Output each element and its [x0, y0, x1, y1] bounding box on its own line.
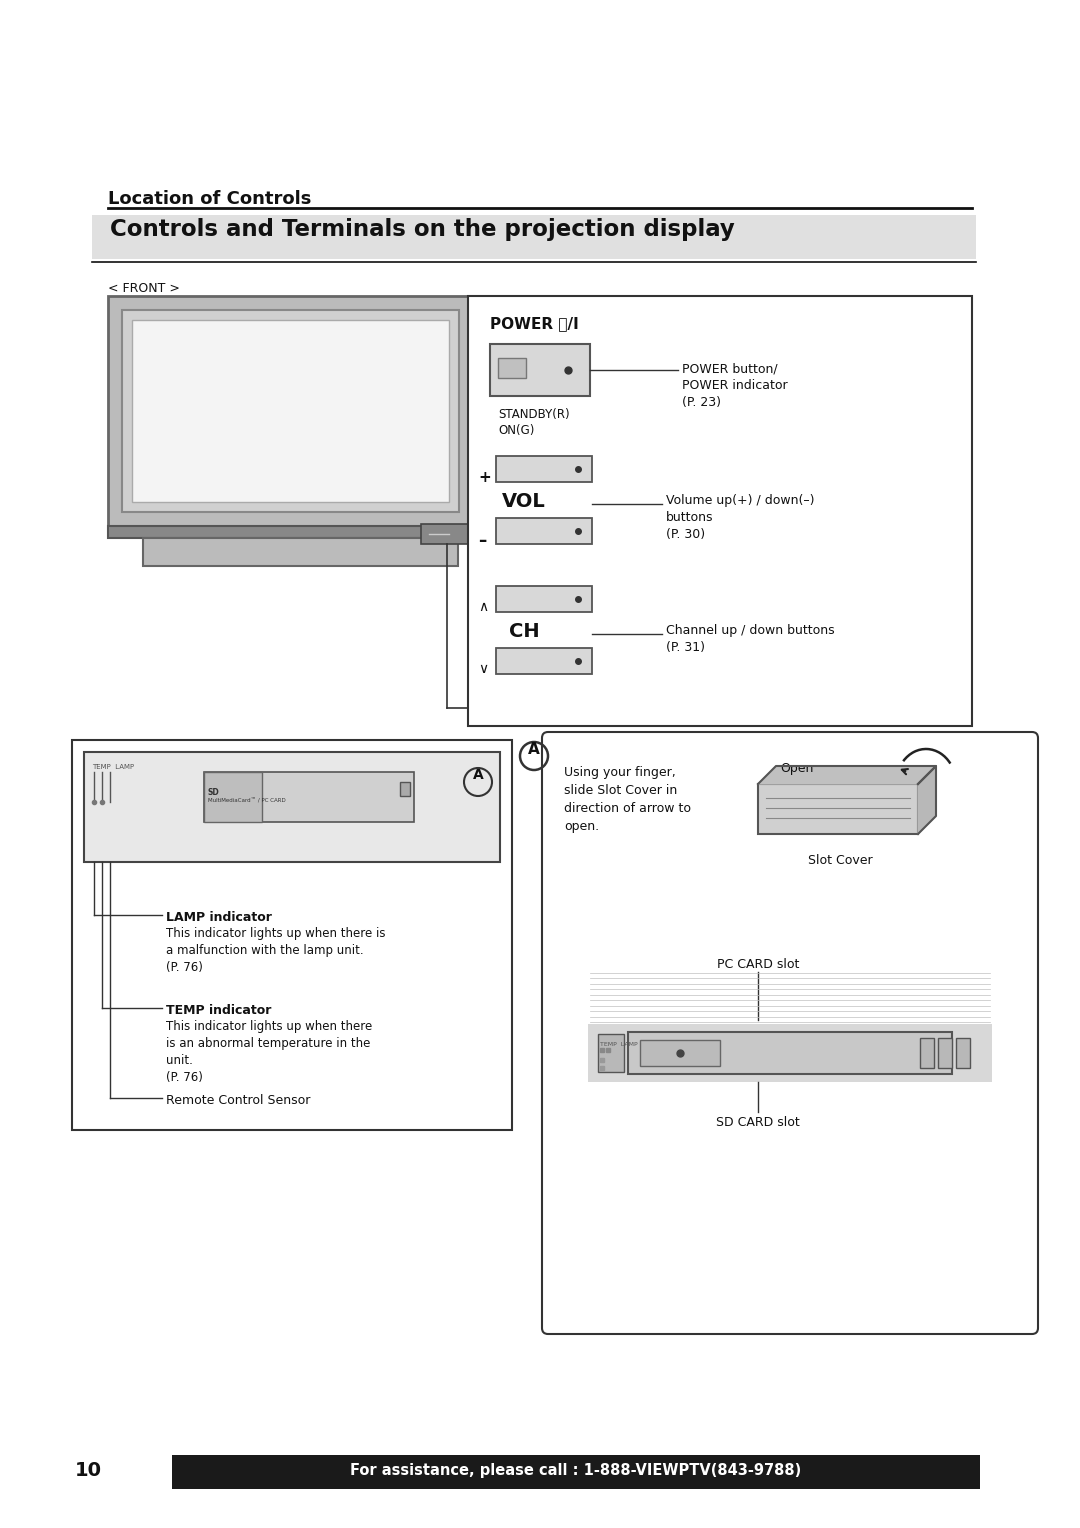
Bar	[108, 526, 473, 538]
Text: 10: 10	[75, 1461, 102, 1479]
FancyBboxPatch shape	[542, 732, 1038, 1334]
Bar	[143, 538, 458, 565]
Text: TEMP indicator: TEMP indicator	[166, 1004, 271, 1018]
Bar	[468, 296, 972, 726]
Text: SD CARD slot: SD CARD slot	[716, 1115, 800, 1129]
Bar	[421, 524, 473, 544]
Bar	[84, 752, 500, 862]
Text: VOL: VOL	[502, 492, 545, 510]
Bar	[956, 1038, 970, 1068]
Text: LAMP indicator: LAMP indicator	[166, 911, 272, 924]
Text: MultiMediaCard™ / PC CARD: MultiMediaCard™ / PC CARD	[208, 798, 286, 804]
Text: +: +	[478, 471, 490, 484]
Bar	[496, 455, 592, 481]
Bar	[92, 215, 976, 260]
Bar	[627, 1031, 951, 1074]
Bar	[498, 358, 526, 377]
Bar	[758, 784, 918, 834]
Text: CH: CH	[509, 622, 539, 642]
Bar	[496, 587, 592, 613]
Text: This indicator lights up when there
is an abnormal temperature in the
unit.
(P. : This indicator lights up when there is a…	[166, 1021, 373, 1083]
Text: Slot Cover: Slot Cover	[808, 854, 873, 866]
Bar	[640, 1041, 720, 1067]
Text: This indicator lights up when there is
a malfunction with the lamp unit.
(P. 76): This indicator lights up when there is a…	[166, 927, 386, 973]
Text: Location of Controls: Location of Controls	[108, 189, 311, 208]
Bar	[108, 296, 473, 526]
Bar	[172, 1455, 980, 1488]
Bar	[400, 782, 410, 796]
Text: STANDBY(R)
ON(G): STANDBY(R) ON(G)	[498, 408, 569, 437]
Bar	[598, 1034, 624, 1073]
Text: SD: SD	[208, 788, 219, 798]
Text: A: A	[528, 741, 540, 756]
Bar	[72, 740, 512, 1131]
Text: < FRONT >: < FRONT >	[108, 283, 180, 295]
Text: TEMP  LAMP: TEMP LAMP	[92, 764, 134, 770]
Text: POWER button/
POWER indicator
(P. 23): POWER button/ POWER indicator (P. 23)	[681, 362, 787, 410]
Text: –: –	[478, 532, 486, 550]
Text: TEMP  LAMP: TEMP LAMP	[600, 1042, 637, 1047]
Bar	[939, 1038, 951, 1068]
Bar	[204, 772, 262, 822]
Text: Remote Control Sensor: Remote Control Sensor	[166, 1094, 310, 1106]
Text: Channel up / down buttons
(P. 31): Channel up / down buttons (P. 31)	[666, 623, 835, 654]
Text: ∧: ∧	[478, 601, 488, 614]
Text: For assistance, please call : 1-888-VIEWPTV(843-9788): For assistance, please call : 1-888-VIEW…	[350, 1462, 801, 1478]
Polygon shape	[918, 766, 936, 834]
Text: A: A	[473, 769, 484, 782]
Text: ∨: ∨	[478, 662, 488, 675]
Text: Volume up(+) / down(–)
buttons
(P. 30): Volume up(+) / down(–) buttons (P. 30)	[666, 494, 814, 541]
Text: Controls and Terminals on the projection display: Controls and Terminals on the projection…	[110, 219, 734, 241]
Text: Open: Open	[780, 762, 813, 775]
Bar	[496, 648, 592, 674]
Bar	[132, 319, 449, 503]
Text: POWER ⏻/I: POWER ⏻/I	[490, 316, 579, 332]
Text: Using your finger,
slide Slot Cover in
direction of arrow to
open.: Using your finger, slide Slot Cover in d…	[564, 766, 691, 833]
Bar	[588, 1024, 993, 1082]
Bar	[920, 1038, 934, 1068]
Bar	[496, 518, 592, 544]
Bar	[490, 344, 590, 396]
Bar	[204, 772, 414, 822]
Polygon shape	[758, 766, 936, 784]
Text: PC CARD slot: PC CARD slot	[717, 958, 799, 970]
Bar	[122, 310, 459, 512]
